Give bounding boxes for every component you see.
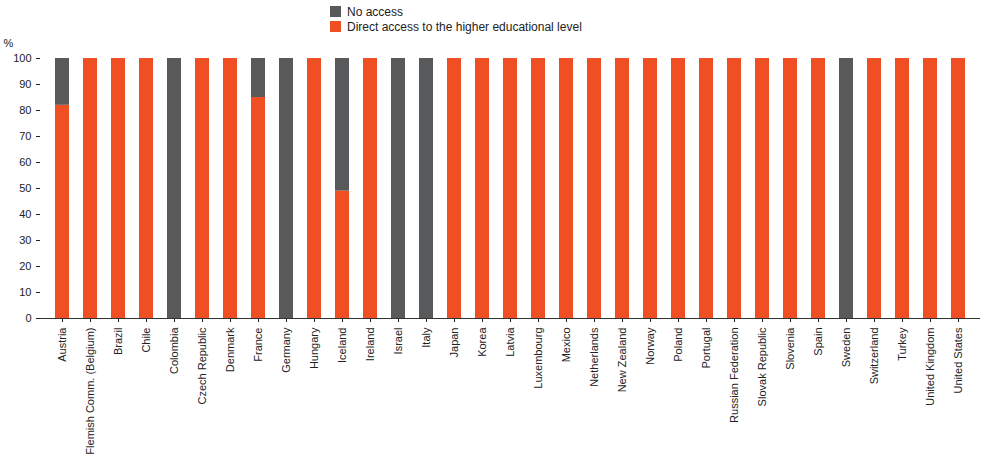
svg-text:Turkey: Turkey: [896, 327, 908, 361]
svg-text:Luxembourg: Luxembourg: [532, 328, 544, 389]
svg-text:Japan: Japan: [448, 328, 460, 358]
svg-text:Ireland: Ireland: [364, 328, 376, 362]
svg-text:Slovenia: Slovenia: [784, 327, 796, 370]
svg-text:10: 10: [19, 286, 31, 298]
svg-text:50: 50: [19, 182, 31, 194]
svg-text:Chile: Chile: [140, 328, 152, 353]
svg-text:Colombia: Colombia: [168, 327, 180, 374]
html-text:No access: No access: [347, 4, 403, 19]
svg-text:100: 100: [13, 52, 31, 64]
svg-text:United States: United States: [952, 327, 964, 394]
svg-text:Latvia: Latvia: [504, 327, 516, 357]
svg-text:60: 60: [19, 156, 31, 168]
svg-text:Iceland: Iceland: [336, 328, 348, 363]
svg-text:Netherlands: Netherlands: [588, 327, 600, 387]
svg-text:Czech Republic: Czech Republic: [196, 327, 208, 405]
svg-text:Israel: Israel: [392, 328, 404, 355]
svg-text:Spain: Spain: [812, 328, 824, 356]
svg-text:Poland: Poland: [672, 328, 684, 362]
svg-text:30: 30: [19, 234, 31, 246]
svg-text:Switzerland: Switzerland: [868, 328, 880, 385]
svg-text:France: France: [252, 328, 264, 362]
svg-text:20: 20: [19, 260, 31, 272]
svg-text:Russian Federation: Russian Federation: [728, 328, 740, 423]
svg-text:Austria: Austria: [56, 327, 68, 362]
svg-text:70: 70: [19, 130, 31, 142]
svg-text:Portugal: Portugal: [700, 328, 712, 369]
svg-text:Denmark: Denmark: [224, 327, 236, 372]
svg-text:Italy: Italy: [420, 327, 432, 348]
svg-text:Germany: Germany: [280, 327, 292, 373]
svg-text:Sweden: Sweden: [840, 328, 852, 368]
svg-text:0: 0: [25, 312, 31, 324]
svg-text:United Kingdom: United Kingdom: [924, 328, 936, 406]
svg-text:40: 40: [19, 208, 31, 220]
svg-text:Korea: Korea: [476, 327, 488, 357]
svg-text:Hungary: Hungary: [308, 327, 320, 369]
svg-text:80: 80: [19, 104, 31, 116]
svg-text:Norway: Norway: [644, 327, 656, 365]
svg-text:Slovak Republic: Slovak Republic: [756, 327, 768, 406]
svg-text:New Zealand: New Zealand: [616, 328, 628, 393]
svg-text:Mexico: Mexico: [560, 328, 572, 363]
svg-text:Brazil: Brazil: [112, 328, 124, 356]
svg-text:Flemish Comm. (Belgium): Flemish Comm. (Belgium): [84, 328, 96, 455]
svg-text:%: %: [4, 37, 14, 49]
svg-text:90: 90: [19, 78, 31, 90]
html-text:Direct access to the higher ed: Direct access to the higher educational …: [347, 19, 582, 34]
